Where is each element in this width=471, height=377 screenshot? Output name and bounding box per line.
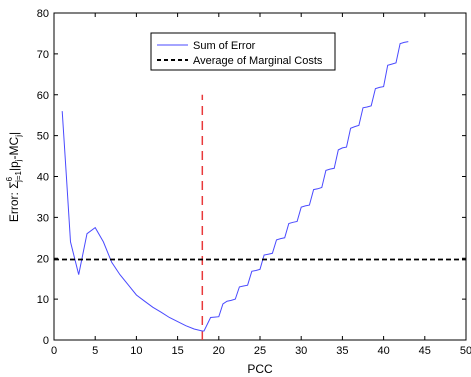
x-tick-label: 25 (254, 345, 266, 357)
x-tick-label: 15 (171, 345, 183, 357)
x-tick-label: 5 (92, 345, 98, 357)
x-axis-label: PCC (247, 362, 273, 376)
y-tick-label: 20 (37, 253, 49, 265)
y-axis-label: Error: Σ6j=1|pj-MCj| (5, 132, 23, 222)
y-tick-label: 0 (43, 335, 49, 347)
y-tick-label: 60 (37, 90, 49, 102)
y-tick-label: 70 (37, 49, 49, 61)
x-tick-label: 45 (419, 345, 431, 357)
x-tick-label: 20 (213, 345, 225, 357)
x-tick-label: 30 (295, 345, 307, 357)
axis-ticks: 0 5 10 15 20 25 30 35 40 45 50 0 10 20 30 40 50 60 70 80 (37, 8, 471, 357)
y-axis-label-end: | (7, 132, 21, 135)
legend-label-sum-of-error: Sum of Error (193, 40, 256, 52)
y-tick-label: 40 (37, 172, 49, 184)
x-tick-label: 35 (336, 345, 348, 357)
y-axis-label-sup: 6 (5, 176, 14, 181)
series-line-sum-of-error (61, 41, 409, 332)
y-axis-label-tail: -MC (7, 136, 21, 159)
y-axis-label-sub3: j (14, 135, 23, 138)
series-layer (54, 41, 466, 340)
y-axis-label-sub2: j (14, 159, 23, 162)
y-axis-label-main: Error: Σ (7, 181, 21, 222)
y-tick-label: 10 (37, 294, 49, 306)
x-tick-label: 0 (51, 345, 57, 357)
legend-label-average-of-marginal-costs: Average of Marginal Costs (193, 55, 323, 67)
x-tick-label: 10 (130, 345, 142, 357)
y-tick-label: 80 (37, 8, 49, 20)
svg-text:Error: Σ6j=1|pj-MCj|: Error: Σ6j=1|pj-MCj| (5, 132, 23, 222)
y-axis-label-sub: j=1 (14, 170, 23, 182)
legend: Sum of Error Average of Marginal Costs (150, 32, 336, 71)
legend-box (150, 32, 336, 71)
y-tick-label: 50 (37, 131, 49, 143)
y-tick-label: 30 (37, 212, 49, 224)
y-axis-label-rest: |p (7, 161, 21, 171)
x-tick-label: 50 (460, 345, 471, 357)
x-tick-label: 40 (377, 345, 389, 357)
